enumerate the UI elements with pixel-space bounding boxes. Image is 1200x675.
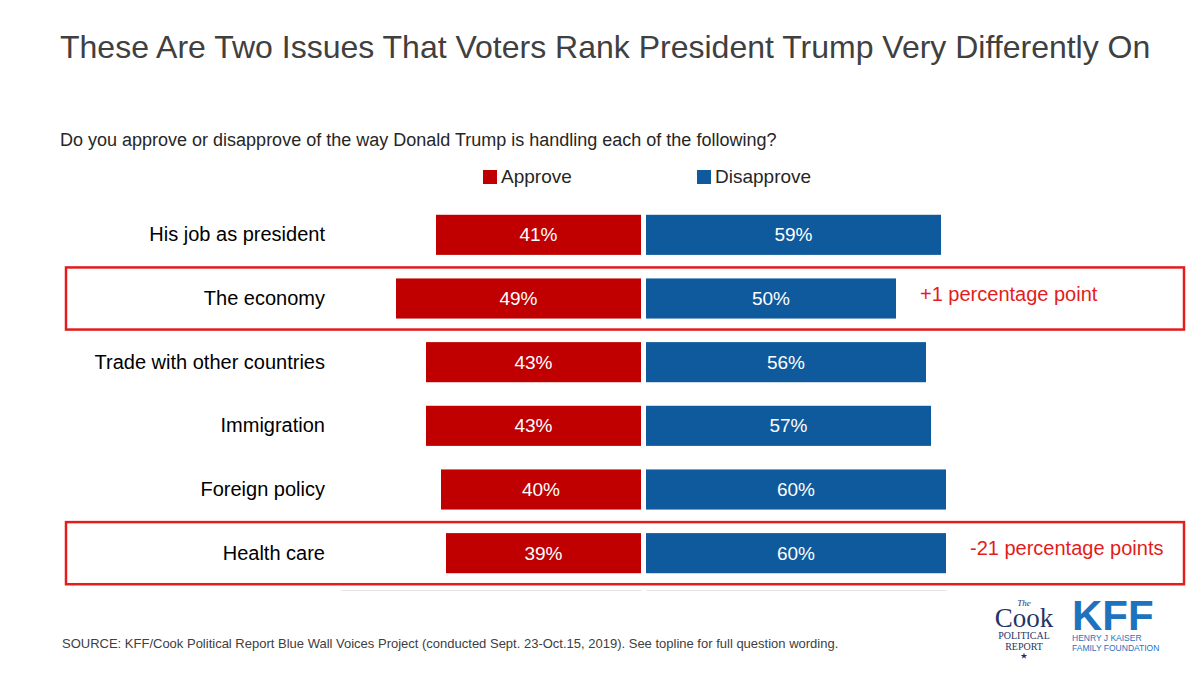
bars: [396, 215, 946, 573]
logo-text: POLITICAL: [998, 630, 1050, 641]
legend-label: Approve: [501, 166, 572, 187]
chart: These Are Two Issues That Voters Rank Pr…: [0, 0, 1200, 675]
data-label: 41%: [519, 224, 557, 245]
logo-star: [1021, 652, 1028, 658]
bar: [646, 278, 896, 318]
data-label: 56%: [767, 352, 805, 373]
bar: [646, 533, 946, 573]
data-label: 60%: [777, 479, 815, 500]
y-axis: His job as president The economy Trade wit…: [95, 223, 326, 563]
title: These Are Two Issues That Voters Rank Pr…: [60, 29, 1150, 65]
logo-text: HENRY J KAISER: [1072, 633, 1142, 643]
logo-text: KFF: [1072, 592, 1154, 639]
legend-item: Approve: [483, 166, 572, 187]
subtitle: Do you approve or disapprove of the way …: [60, 130, 776, 150]
category-label: Trade with other countries: [95, 351, 325, 373]
category-label: Foreign policy: [200, 478, 325, 500]
bar: [426, 342, 641, 382]
bar: [646, 406, 931, 446]
category-label: His job as president: [149, 223, 325, 245]
logo-cook: TheCookPOLITICALREPORT: [995, 598, 1054, 659]
y-tick: Foreign policy: [200, 478, 325, 500]
category-label: Health care: [223, 542, 325, 564]
annotation: +1 percentage point: [920, 283, 1098, 305]
data-label: 57%: [769, 415, 807, 436]
data-label: 40%: [522, 479, 560, 500]
bar: [436, 215, 641, 255]
data-labels: 41% 49% 43% 43% 40% 39% 59% 50% 56% 57% 60% 60%: [499, 224, 815, 563]
y-tick: The economy: [204, 287, 325, 309]
legend-label: Disapprove: [715, 166, 811, 187]
bar: [396, 278, 641, 318]
y-tick: His job as president: [149, 223, 325, 245]
data-label: 59%: [774, 224, 812, 245]
y-tick: Trade with other countries: [95, 351, 325, 373]
data-label: 50%: [752, 288, 790, 309]
logo-text: Cook: [995, 603, 1054, 633]
bar: [441, 469, 641, 509]
legend-swatch: [483, 170, 497, 184]
source: SOURCE: KFF/Cook Political Report Blue W…: [62, 636, 838, 651]
x-axis: [342, 590, 642, 592]
x-axis-line: [647, 590, 947, 591]
logo-kff: KFFHENRY J KAISERFAMILY FOUNDATION: [1072, 592, 1159, 653]
bar: [426, 406, 641, 446]
bar: [646, 342, 926, 382]
y-tick: Health care: [223, 542, 325, 564]
legend: Approve Disapprove: [483, 166, 811, 187]
data-label: 49%: [499, 288, 537, 309]
bar: [446, 533, 641, 573]
x-axis-line: [342, 590, 642, 591]
legend-item: Disapprove: [697, 166, 811, 187]
x-axis: [647, 590, 947, 592]
highlight-box: [66, 267, 1184, 329]
data-label: 39%: [524, 543, 562, 564]
highlight-box: [66, 522, 1184, 584]
y-tick: Immigration: [221, 414, 325, 436]
category-label: Immigration: [221, 414, 325, 436]
logo-text: REPORT: [1005, 641, 1043, 652]
annotation: -21 percentage points: [970, 537, 1163, 559]
data-label: 43%: [514, 415, 552, 436]
legend-swatch: [697, 170, 711, 184]
data-label: 43%: [514, 352, 552, 373]
category-label: The economy: [204, 287, 325, 309]
data-label: 60%: [777, 543, 815, 564]
logo-text: FAMILY FOUNDATION: [1072, 643, 1159, 653]
bar: [646, 469, 946, 509]
bar: [646, 215, 941, 255]
